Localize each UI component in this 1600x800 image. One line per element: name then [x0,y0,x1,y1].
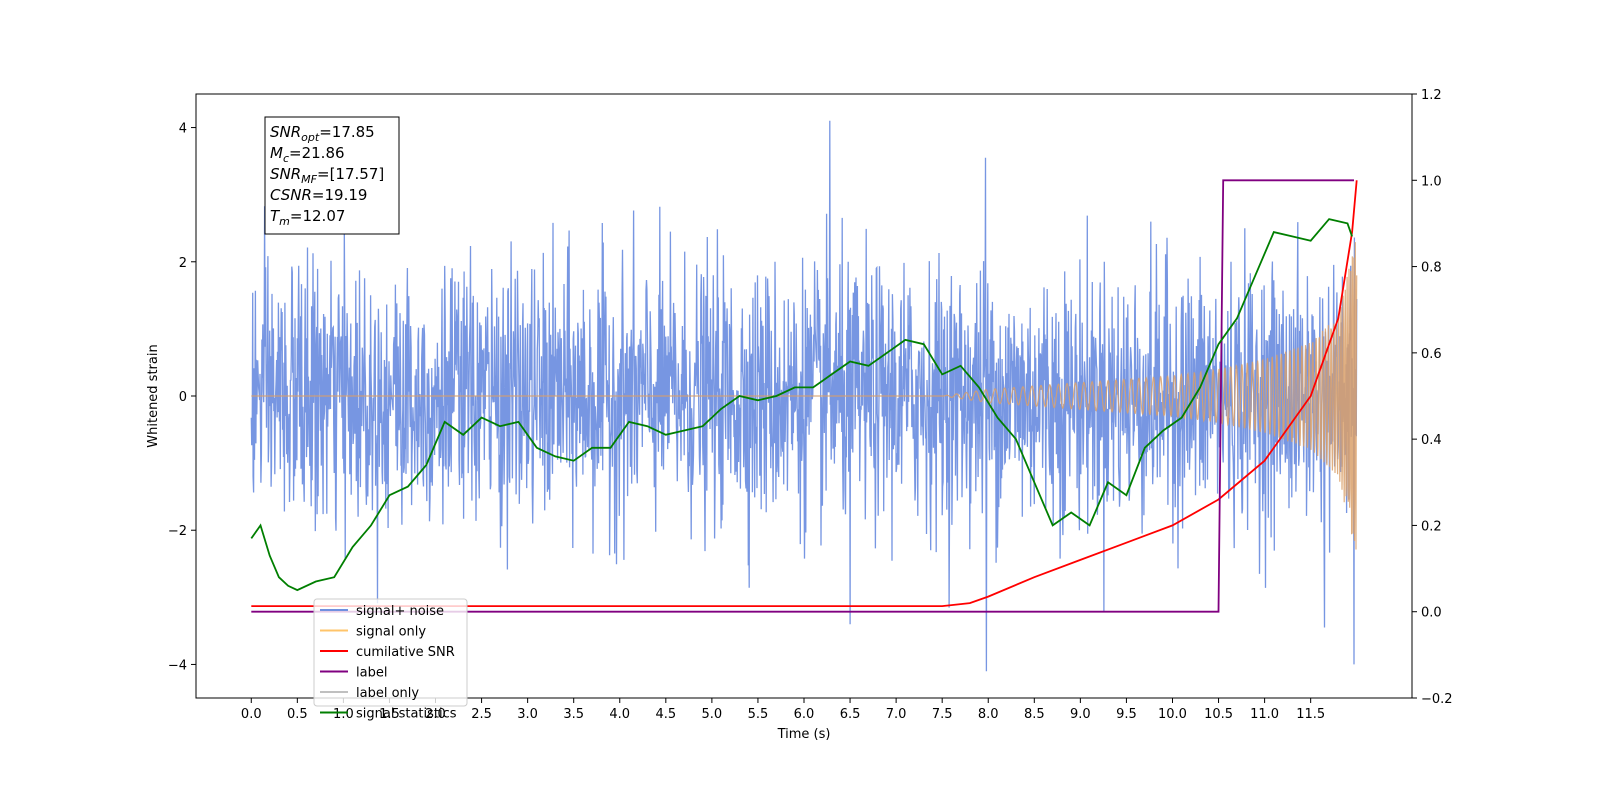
y-axis-title: Whitened strain [146,344,161,447]
x-axis-title: Time (s) [777,727,831,742]
annotation-line: CSNR=19.19 [270,186,367,204]
y2-tick-label: 0.0 [1421,606,1442,621]
legend-label: signal only [356,625,426,640]
x-tick-label: 5.0 [702,707,723,722]
x-tick-label: 4.5 [655,707,676,722]
y2-tick-label: 1.2 [1421,88,1442,103]
x-tick-label: 6.0 [794,707,815,722]
x-tick-label: 2.0 [425,707,446,722]
x-tick-label: 3.5 [563,707,584,722]
y-axis-right: 1.2 1.0 0.8 0.6 0.4 0.2 0.0 −0.2 [1412,88,1453,707]
series-signal-only [251,242,1358,550]
legend-label: cumilative SNR [356,645,455,660]
x-tick-label: 0.5 [287,707,308,722]
legend-label: signal+ noise [356,604,444,619]
series-label [251,179,1354,613]
x-tick-label: 7.0 [886,707,907,722]
x-tick-label: 5.5 [748,707,769,722]
legend: signal+ noise signal only cumilative SNR la… [313,598,468,722]
x-tick-label: 1.0 [333,707,354,722]
y2-tick-label: −0.2 [1421,692,1453,707]
y2-tick-label: 0.4 [1421,433,1442,448]
annotation-box: SNRopt=17.85Mc=21.86SNRMF=[17.57]CSNR=19… [264,116,400,235]
x-tick-label: 2.5 [471,707,492,722]
y-tick-label: 0 [179,390,187,405]
annotation-line: Mc=21.86 [270,144,345,165]
y-tick-label: 2 [179,256,187,271]
x-tick-label: 6.5 [840,707,861,722]
x-tick-label: 10.5 [1204,707,1233,722]
x-tick-label: 9.5 [1116,707,1137,722]
x-tick-label: 1.5 [379,707,400,722]
x-tick-label: 7.5 [932,707,953,722]
legend-label: label only [356,686,419,701]
y2-tick-label: 0.2 [1421,519,1442,534]
y-axis-left: 4 2 0 −2 −4 [168,122,196,673]
y2-tick-label: 1.0 [1421,174,1442,189]
series-signal-statistics [250,218,1353,592]
series-cumilative-snr [251,180,1358,607]
y-tick-label: 4 [179,122,187,137]
y-tick-label: −2 [168,524,187,539]
x-tick-label: 4.0 [609,707,630,722]
x-tick-label: 10.0 [1158,707,1187,722]
y2-tick-label: 0.8 [1421,261,1442,276]
series-layer [250,120,1358,672]
x-tick-label: 11.0 [1250,707,1279,722]
y2-tick-label: 0.6 [1421,347,1442,362]
series-signal-noise [250,120,1358,672]
legend-label: signal statistics [356,707,457,722]
annotation-line: SNRMF=[17.57] [270,165,384,186]
x-axis: 0.0 0.5 1.0 1.5 2.0 2.5 3.0 3.5 4.0 4.5 5.0 5.5 6.0 6… [241,698,1325,722]
x-tick-label: 8.5 [1024,707,1045,722]
annotation-line: SNRopt=17.85 [270,123,375,144]
x-tick-label: 11.5 [1296,707,1325,722]
legend-label: label [356,666,387,681]
x-tick-label: 3.0 [517,707,538,722]
x-tick-label: 0.0 [241,707,262,722]
annotation-line: Tm=12.07 [270,207,345,228]
x-tick-label: 8.0 [978,707,999,722]
legend-frame [313,598,468,707]
x-tick-label: 9.0 [1070,707,1091,722]
annotation-frame [264,116,400,235]
y-tick-label: −4 [168,658,187,673]
